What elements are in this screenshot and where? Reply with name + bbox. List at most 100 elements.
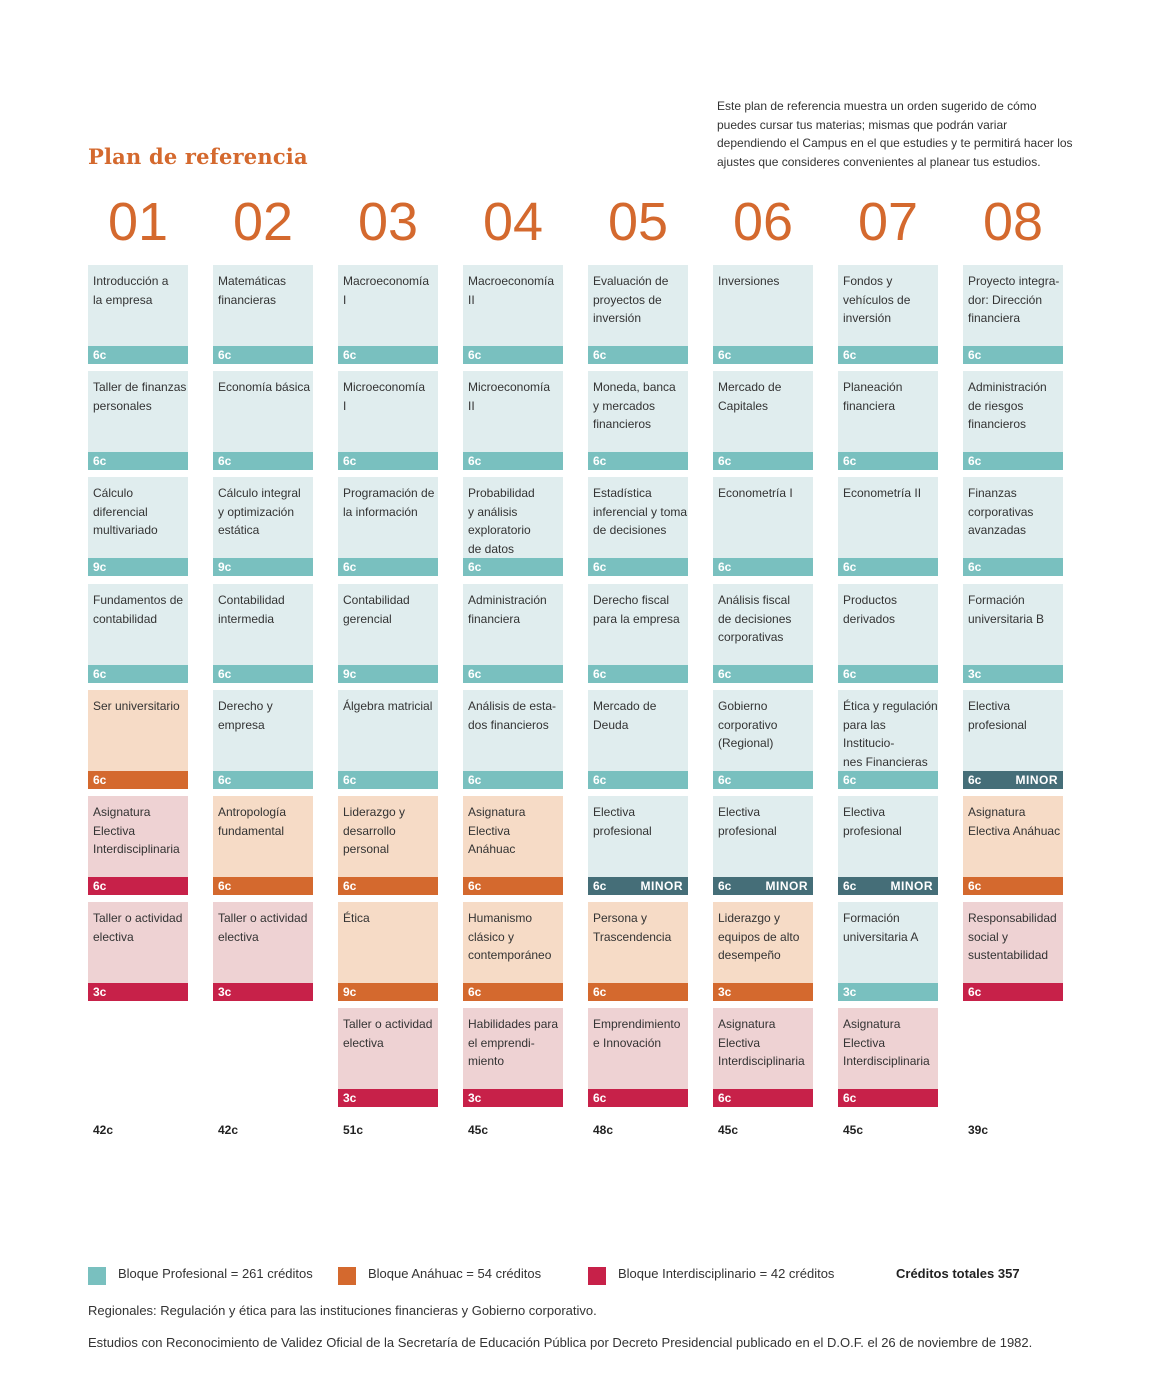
course-name: Taller o actividad electiva — [338, 1008, 438, 1089]
course-card: Mercado de Deuda 6c — [588, 690, 688, 789]
course-card: Finanzas corporativas avanzadas 6c — [963, 477, 1063, 576]
course-credits: 6c — [93, 879, 107, 893]
course-credits-bar: 6c — [463, 983, 563, 1001]
course-name: Econometría I — [713, 477, 813, 558]
course-name: Introducción a la empresa — [88, 265, 188, 346]
course-card: Probabilidad y análisis exploratorio de … — [463, 477, 563, 576]
course-credits: 3c — [343, 1091, 357, 1105]
course-name: Microeconomía II — [463, 371, 563, 452]
course-card: Taller o actividad electiva 3c — [338, 1008, 438, 1107]
course-name: Formación universitaria A — [838, 902, 938, 983]
course-credits-bar: 6c — [338, 558, 438, 576]
course-card: Liderazgo y desarrollo personal 6c — [338, 796, 438, 895]
intro-text: Este plan de referencia muestra un orden… — [717, 99, 1073, 169]
course-credits: 6c — [968, 348, 982, 362]
course-card: Responsabilidad social y sustentabilidad… — [963, 902, 1063, 1001]
course-credits: 6c — [468, 560, 482, 574]
course-credits-bar: 6c — [713, 1089, 813, 1107]
course-card: Análisis fiscal de decisiones corporativ… — [713, 584, 813, 683]
course-credits-bar: 6c — [588, 771, 688, 789]
course-name: Ética y regulación para las Institucio- … — [838, 690, 938, 771]
semester-total-credits: 45c — [843, 1123, 864, 1137]
course-credits-bar: 6c — [588, 452, 688, 470]
course-credits-bar: 6c — [338, 877, 438, 895]
course-credits: 6c — [93, 348, 107, 362]
semester-total-credits: 51c — [343, 1123, 364, 1137]
course-credits-bar: 6c — [338, 346, 438, 364]
course-card: Macroeconomía II 6c — [463, 265, 563, 364]
course-name: Cálculo integral y optimización estática — [213, 477, 313, 558]
course-credits: 6c — [968, 560, 982, 574]
course-credits: 6c — [343, 348, 357, 362]
course-name: Electiva profesional — [588, 796, 688, 877]
course-name: Formación universitaria B — [963, 584, 1063, 665]
course-card: Estadística inferencial y toma de decisi… — [588, 477, 688, 576]
course-credits-bar: 6c — [838, 346, 938, 364]
course-credits: 6c — [968, 454, 982, 468]
course-credits: 6c — [218, 454, 232, 468]
course-credits: 6c — [468, 985, 482, 999]
course-name: Mercado de Capitales — [713, 371, 813, 452]
course-card: Programación de la información 6c — [338, 477, 438, 576]
course-name: Taller de finanzas personales — [88, 371, 188, 452]
course-name: Mercado de Deuda — [588, 690, 688, 771]
course-credits: 6c — [718, 667, 732, 681]
course-credits-bar: 6c — [713, 346, 813, 364]
course-name: Habilidades para el emprendi- miento — [463, 1008, 563, 1089]
course-credits-bar: 6c — [88, 346, 188, 364]
course-credits: 6c — [93, 667, 107, 681]
course-card: Ética y regulación para las Institucio- … — [838, 690, 938, 789]
course-name: Inversiones — [713, 265, 813, 346]
course-name: Ética — [338, 902, 438, 983]
course-card: Antropología fundamental 6c — [213, 796, 313, 895]
course-name: Administración de riesgos financieros — [963, 371, 1063, 452]
course-credits: 6c — [593, 348, 607, 362]
course-name: Cálculo diferencial multivariado — [88, 477, 188, 558]
course-credits-bar: 6c — [463, 877, 563, 895]
course-card: Mercado de Capitales 6c — [713, 371, 813, 470]
course-credits: 6c — [468, 879, 482, 893]
course-credits-bar: 6c MINOR — [588, 877, 688, 895]
course-credits-bar: 6c — [838, 452, 938, 470]
legend-interdisciplinario: Bloque Interdisciplinario = 42 créditos — [618, 1266, 835, 1281]
course-name: Contabilidad gerencial — [338, 584, 438, 665]
course-name: Gobierno corporativo (Regional) — [713, 690, 813, 771]
course-name: Asignatura Electiva Anáhuac — [963, 796, 1063, 877]
course-card: Ética 9c — [338, 902, 438, 1001]
course-credits: 9c — [218, 560, 232, 574]
course-name: Proyecto integra- dor: Dirección financi… — [963, 265, 1063, 346]
course-card: Microeconomía II 6c — [463, 371, 563, 470]
course-name: Planeación financiera — [838, 371, 938, 452]
semester-total-credits: 42c — [93, 1123, 114, 1137]
course-credits: 6c — [593, 560, 607, 574]
course-credits: 6c — [843, 667, 857, 681]
course-credits: 6c — [593, 773, 607, 787]
course-credits-bar: 6c — [713, 665, 813, 683]
course-card: Emprendimiento e Innovación 6c — [588, 1008, 688, 1107]
semester-number: 03 — [357, 192, 419, 252]
note-rvoe: Estudios con Reconocimiento de Validez O… — [88, 1335, 1033, 1350]
course-credits: 6c — [218, 667, 232, 681]
course-card: Habilidades para el emprendi- miento 3c — [463, 1008, 563, 1107]
course-card: Álgebra matricial 6c — [338, 690, 438, 789]
course-card: Cálculo integral y optimización estática… — [213, 477, 313, 576]
course-name: Derecho y empresa — [213, 690, 313, 771]
course-credits: 3c — [843, 985, 857, 999]
course-credits-bar: 9c — [88, 558, 188, 576]
minor-badge: MINOR — [765, 879, 808, 893]
course-name: Electiva profesional — [963, 690, 1063, 771]
course-credits: 6c — [343, 454, 357, 468]
course-credits-bar: 6c — [963, 983, 1063, 1001]
semester-number: 07 — [857, 192, 919, 252]
course-credits: 6c — [93, 454, 107, 468]
course-credits-bar: 6c — [338, 771, 438, 789]
course-credits-bar: 6c — [588, 346, 688, 364]
page-title: Plan de referencia — [88, 144, 308, 169]
course-credits-bar: 6c — [463, 558, 563, 576]
course-credits: 6c — [218, 773, 232, 787]
course-credits-bar: 6c — [838, 1089, 938, 1107]
course-credits-bar: 6c — [88, 452, 188, 470]
course-credits-bar: 9c — [213, 558, 313, 576]
course-credits: 9c — [93, 560, 107, 574]
legend-anahuac: Bloque Anáhuac = 54 créditos — [368, 1266, 542, 1281]
